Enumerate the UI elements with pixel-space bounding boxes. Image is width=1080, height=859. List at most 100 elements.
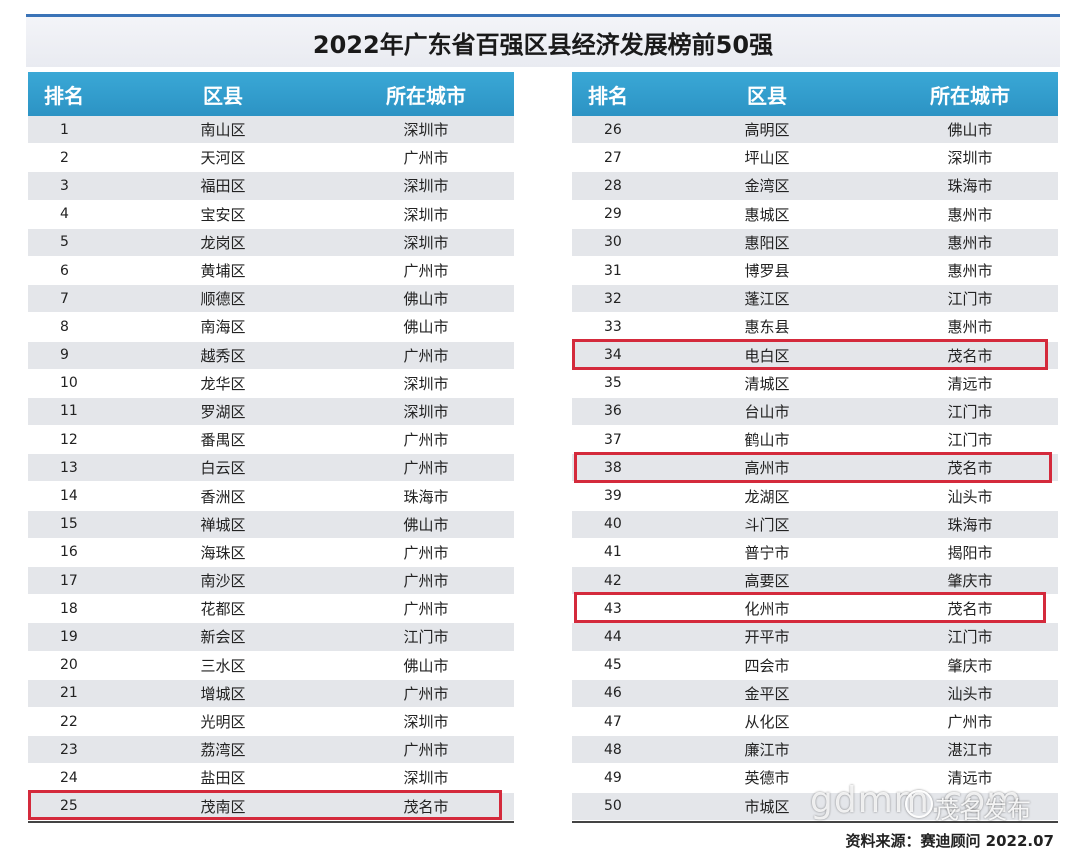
table-row: 30 惠阳区 惠州市 (572, 228, 1058, 257)
rank-cell: 33 (604, 318, 622, 335)
city-cell: 深圳市 (403, 121, 449, 140)
table-row: 17 南沙区 广州市 (28, 567, 514, 596)
district-cell: 番禺区 (200, 431, 246, 450)
city-cell: 茂名市 (403, 797, 449, 816)
highlight-box-rank-43 (574, 592, 1046, 623)
table-row: 7 顺德区 佛山市 (28, 285, 514, 314)
table-row: 35 清城区 清远市 (572, 369, 1058, 398)
district-cell: 蓬江区 (744, 290, 790, 309)
table-row: 46 金平区 汕头市 (572, 679, 1058, 708)
rank-cell: 34 (604, 347, 622, 364)
rank-cell: 49 (604, 769, 622, 786)
city-cell: 江门市 (947, 402, 993, 421)
district-cell: 宝安区 (200, 205, 246, 224)
district-cell: 罗湖区 (200, 402, 246, 421)
rank-cell: 50 (604, 798, 622, 815)
rank-cell: 38 (604, 459, 622, 476)
rank-cell: 10 (60, 375, 78, 392)
city-cell: 佛山市 (947, 121, 993, 140)
table-row: 31 博罗县 惠州市 (572, 256, 1058, 286)
table-body: 26 高明区 佛山市 27 坪山区 深圳市 28 金湾区 珠海市 29 惠城区 惠州市 30 惠阳区 惠州市… (572, 116, 1058, 823)
rank-cell: 6 (60, 262, 69, 279)
table-row: 50 市城区 (572, 792, 1058, 821)
district-cell: 龙华区 (200, 374, 246, 393)
rank-cell: 13 (60, 459, 78, 476)
district-cell: 南海区 (200, 318, 246, 337)
district-cell: 坪山区 (744, 149, 790, 168)
city-cell: 肇庆市 (947, 572, 993, 591)
district-cell: 清城区 (744, 374, 790, 393)
city-cell: 佛山市 (403, 290, 449, 309)
table-row: 8 南海区 佛山市 (28, 313, 514, 342)
district-cell: 廉江市 (744, 741, 790, 760)
rank-cell: 5 (60, 234, 69, 251)
city-cell: 深圳市 (403, 374, 449, 393)
district-cell: 茂南区 (200, 797, 246, 816)
table-row: 37 鹤山市 江门市 (572, 426, 1058, 455)
table-row: 42 高要区 肇庆市 (572, 567, 1058, 596)
district-cell: 海珠区 (200, 543, 246, 562)
table-row: 12 番禺区 广州市 (28, 426, 514, 455)
rank-cell: 31 (604, 262, 622, 279)
table-row: 40 斗门区 珠海市 (572, 510, 1058, 539)
district-cell: 黄埔区 (200, 262, 246, 281)
rank-cell: 26 (604, 121, 622, 138)
district-cell: 盐田区 (200, 769, 246, 788)
district-cell: 台山市 (744, 402, 790, 421)
table-row: 44 开平市 江门市 (572, 623, 1058, 652)
table-row: 1 南山区 深圳市 (28, 116, 514, 145)
city-cell: 广州市 (403, 543, 449, 562)
city-cell: 佛山市 (403, 656, 449, 675)
city-cell: 深圳市 (403, 402, 449, 421)
district-cell: 电白区 (744, 346, 790, 365)
district-cell: 越秀区 (200, 346, 246, 365)
district-cell: 惠阳区 (744, 233, 790, 252)
table-row: 36 台山市 江门市 (572, 397, 1058, 427)
table-row: 24 盐田区 深圳市 (28, 764, 514, 793)
table-row: 23 荔湾区 广州市 (28, 736, 514, 765)
city-cell: 肇庆市 (947, 656, 993, 675)
city-cell: 广州市 (403, 431, 449, 450)
rank-cell: 42 (604, 572, 622, 589)
table-header: 排名 区县 所在城市 (28, 72, 514, 116)
table-row: 20 三水区 佛山市 (28, 651, 514, 680)
city-cell: 惠州市 (947, 205, 993, 224)
city-cell: 惠州市 (947, 318, 993, 337)
table-body: 1 南山区 深圳市 2 天河区 广州市 3 福田区 深圳市 4 宝安区 深圳市 5 龙岗区 深圳市 6 黄埔区广… (28, 116, 514, 823)
district-cell: 四会市 (744, 656, 790, 675)
rank-cell: 48 (604, 741, 622, 758)
city-cell: 茂名市 (947, 346, 993, 365)
district-cell: 禅城区 (200, 515, 246, 534)
city-cell: 汕头市 (947, 487, 993, 506)
city-cell: 广州市 (403, 741, 449, 760)
city-cell: 深圳市 (947, 149, 993, 168)
district-cell: 普宁市 (744, 543, 790, 562)
table-row: 4 宝安区 深圳市 (28, 200, 514, 229)
highlight-box-rank-34 (572, 339, 1048, 370)
city-cell: 广州市 (403, 600, 449, 619)
rank-cell: 16 (60, 544, 78, 561)
highlight-box-rank-38 (574, 452, 1052, 483)
city-cell: 佛山市 (403, 515, 449, 534)
table-row: 41 普宁市 揭阳市 (572, 538, 1058, 567)
header-rank: 排名 (44, 83, 84, 108)
rank-cell: 29 (604, 206, 622, 223)
rank-cell: 21 (60, 685, 78, 702)
rank-cell: 14 (60, 488, 78, 505)
rank-cell: 32 (604, 290, 622, 307)
ranking-table-left: 排名 区县 所在城市 1 南山区 深圳市 2 天河区 广州市 3 福田区 深圳市 4 宝安区 深圳市 5… (28, 72, 514, 823)
rank-cell: 18 (60, 600, 78, 617)
district-cell: 白云区 (200, 459, 246, 478)
district-cell: 斗门区 (744, 515, 790, 534)
rank-cell: 30 (604, 234, 622, 251)
district-cell: 增城区 (200, 684, 246, 703)
rank-cell: 19 (60, 628, 78, 645)
table-row: 45 四会市 肇庆市 (572, 651, 1058, 680)
district-cell: 博罗县 (744, 262, 790, 281)
table-row: 16 海珠区 广州市 (28, 538, 514, 567)
rank-cell: 9 (60, 347, 69, 364)
header-city: 所在城市 (930, 83, 1010, 108)
table-row: 27 坪山区 深圳市 (572, 144, 1058, 173)
table-row: 21 增城区 广州市 (28, 679, 514, 708)
rank-cell: 25 (60, 798, 78, 815)
